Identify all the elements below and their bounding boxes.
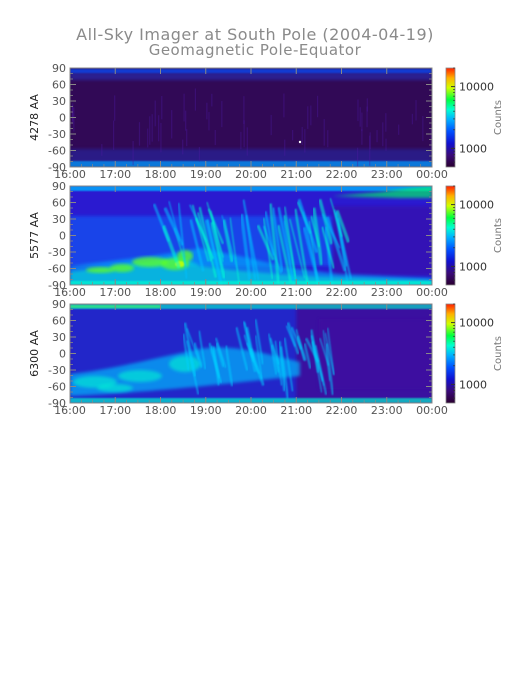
colorbar-label: Counts xyxy=(493,336,504,371)
y-axis-label: 5577 AA xyxy=(28,212,41,259)
heatmap-image xyxy=(70,304,432,403)
x-tick-label: 00:00 xyxy=(416,286,448,299)
x-tick-label: 19:00 xyxy=(190,404,222,417)
x-tick-label: 21:00 xyxy=(280,286,312,299)
colorbar xyxy=(445,185,456,286)
x-tick-label: 23:00 xyxy=(371,286,403,299)
y-tick-label: 60 xyxy=(52,79,66,92)
x-tick-label: 17:00 xyxy=(99,168,131,181)
y-tick-label: 30 xyxy=(52,95,66,108)
y-tick-label: 30 xyxy=(52,331,66,344)
y-tick-label: 90 xyxy=(52,298,66,311)
x-tick-label: 16:00 xyxy=(54,286,86,299)
x-tick-label: 17:00 xyxy=(99,404,131,417)
colorbar-tick-label: 10000 xyxy=(459,81,494,94)
x-tick-label: 22:00 xyxy=(326,404,358,417)
chart-title: All-Sky Imager at South Pole (2004-04-19… xyxy=(76,25,434,44)
x-tick-label: 17:00 xyxy=(99,286,131,299)
y-tick-label: 90 xyxy=(52,180,66,193)
x-tick-label: 23:00 xyxy=(371,404,403,417)
y-tick-label: -30 xyxy=(48,246,66,259)
x-tick-label: 18:00 xyxy=(145,286,177,299)
heatmap-image xyxy=(70,68,432,167)
colorbar xyxy=(445,303,456,404)
y-tick-label: -60 xyxy=(48,145,66,158)
x-tick-label: 18:00 xyxy=(145,168,177,181)
x-tick-label: 16:00 xyxy=(54,404,86,417)
y-axis-label: 4278 AA xyxy=(28,94,41,141)
x-tick-label: 21:00 xyxy=(280,404,312,417)
y-tick-label: -30 xyxy=(48,364,66,377)
colorbar-tick-label: 1000 xyxy=(459,142,487,155)
y-tick-label: 0 xyxy=(59,230,66,243)
x-tick-label: 00:00 xyxy=(416,404,448,417)
x-tick-label: 20:00 xyxy=(235,168,267,181)
y-tick-label: -30 xyxy=(48,128,66,141)
x-tick-label: 21:00 xyxy=(280,168,312,181)
colorbar-tick-label: 1000 xyxy=(459,378,487,391)
x-tick-label: 23:00 xyxy=(371,168,403,181)
y-tick-label: 0 xyxy=(59,348,66,361)
bright-point xyxy=(298,140,302,144)
x-tick-label: 19:00 xyxy=(190,168,222,181)
x-tick-label: 22:00 xyxy=(326,168,358,181)
y-tick-label: -90 xyxy=(48,397,66,410)
y-tick-label: 0 xyxy=(59,112,66,125)
colorbar-label: Counts xyxy=(493,218,504,253)
colorbar-tick-label: 10000 xyxy=(459,199,494,212)
x-tick-label: 16:00 xyxy=(54,168,86,181)
x-tick-label: 18:00 xyxy=(145,404,177,417)
y-tick-label: 60 xyxy=(52,315,66,328)
y-tick-label: 90 xyxy=(52,62,66,75)
y-tick-label: 60 xyxy=(52,197,66,210)
colorbar-tick-label: 10000 xyxy=(459,317,494,330)
colorbar-tick-label: 1000 xyxy=(459,260,487,273)
y-tick-label: -90 xyxy=(48,161,66,174)
x-tick-label: 20:00 xyxy=(235,286,267,299)
y-tick-label: 30 xyxy=(52,213,66,226)
y-axis-label: 6300 AA xyxy=(28,330,41,377)
colorbar-label: Counts xyxy=(493,100,504,135)
colorbar xyxy=(445,67,456,168)
y-tick-label: -60 xyxy=(48,381,66,394)
x-tick-label: 22:00 xyxy=(326,286,358,299)
heatmap-image xyxy=(70,186,432,285)
y-tick-label: -90 xyxy=(48,279,66,292)
x-tick-label: 20:00 xyxy=(235,404,267,417)
x-tick-label: 19:00 xyxy=(190,286,222,299)
y-tick-label: -60 xyxy=(48,263,66,276)
chart-subtitle: Geomagnetic Pole-Equator xyxy=(148,41,362,59)
x-tick-label: 00:00 xyxy=(416,168,448,181)
